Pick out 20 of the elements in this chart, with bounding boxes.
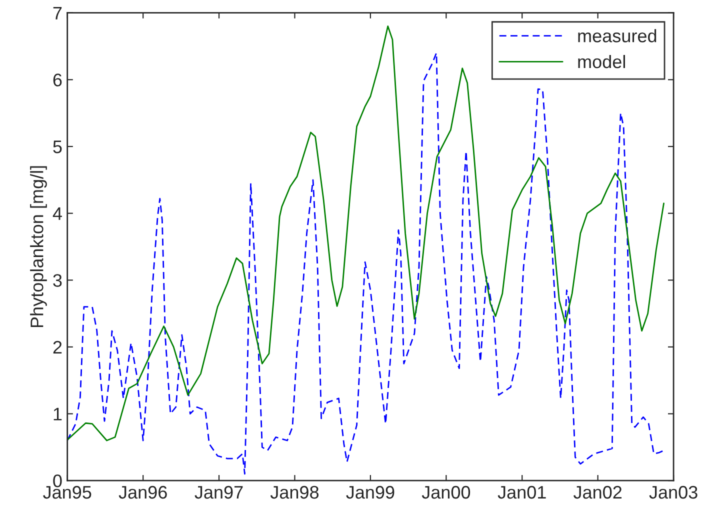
x-tick-label: Jan01 bbox=[498, 486, 546, 499]
y-tick-label: 0 bbox=[53, 474, 62, 488]
y-tick-label: 1 bbox=[54, 408, 62, 420]
x-tick-label: Jan95 bbox=[43, 486, 92, 499]
legend-label: model bbox=[578, 54, 625, 68]
x-tick-label: Jan00 bbox=[422, 486, 470, 499]
x-tick-label: Jan03 bbox=[649, 486, 698, 499]
y-tick-label: 2 bbox=[53, 340, 62, 354]
x-tick-label: Jan02 bbox=[574, 486, 622, 499]
y-tick-label: 6 bbox=[53, 74, 62, 86]
x-tick-label: Jan99 bbox=[346, 486, 394, 499]
x-tick-label: Jan98 bbox=[270, 486, 319, 499]
y-tick-label: 4 bbox=[52, 207, 62, 220]
x-tick-label: Jan97 bbox=[194, 486, 243, 499]
x-tick-label: Jan96 bbox=[118, 486, 167, 499]
y-tick-label: 5 bbox=[53, 140, 62, 154]
y-axis-title: Phytoplankton [mg/l] bbox=[30, 166, 47, 328]
y-tick-label: 3 bbox=[53, 274, 62, 287]
legend-label: measured bbox=[578, 29, 656, 42]
y-tick-label: 7 bbox=[53, 6, 62, 20]
